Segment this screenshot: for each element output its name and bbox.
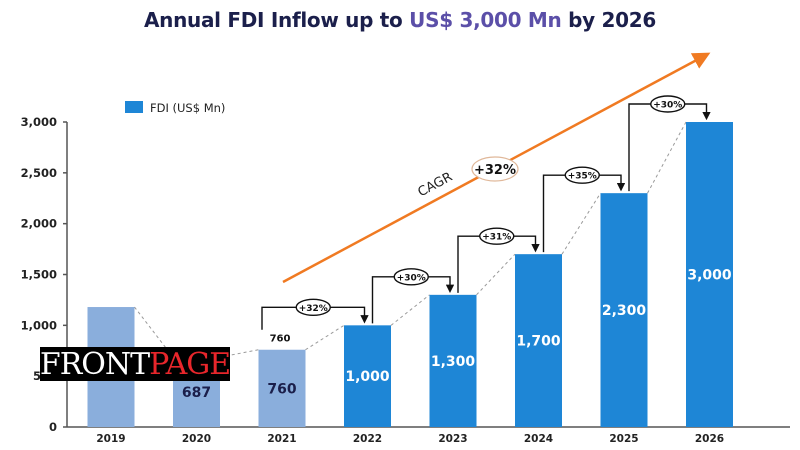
bar-value-label: 1,700 — [516, 334, 561, 350]
bar-value-label: 1,000 — [345, 369, 390, 385]
x-tick-label: 2021 — [267, 433, 296, 445]
title-part-3: by 2026 — [561, 8, 657, 32]
chart-title: Annual FDI Inflow up to US$ 3,000 Mn by … — [0, 8, 800, 32]
bar-value-label: 687 — [182, 385, 211, 401]
growth-badge-label: +32% — [299, 304, 328, 314]
bar-value-label: 760 — [267, 381, 296, 397]
y-tick-label: 1,500 — [21, 268, 57, 282]
y-tick-label: 2,000 — [21, 217, 57, 231]
bar-value-label: 3,000 — [687, 268, 732, 284]
bar-value-label: 1,300 — [431, 354, 476, 370]
bar-2026 — [686, 122, 733, 427]
x-tick-label: 2020 — [182, 433, 211, 445]
bar-2021 — [258, 349, 306, 427]
growth-badge — [479, 227, 515, 245]
cagr-value: +32% — [474, 163, 516, 178]
cagr-badge — [471, 156, 519, 182]
title-highlight: US$ 3,000 Mn — [409, 8, 562, 32]
x-tick-label: 2022 — [353, 433, 382, 445]
trend-dashed-connector — [476, 253, 516, 296]
bar-top-label-2021: 760 — [270, 334, 291, 345]
growth-badge — [650, 95, 686, 113]
y-tick-label: 2,500 — [21, 166, 57, 180]
x-tick-label: 2026 — [695, 433, 724, 445]
bar-2023 — [429, 294, 477, 427]
legend-label: FDI (US$ Mn) — [150, 101, 225, 115]
frontpage-watermark-logo: FRONT PAGE — [39, 346, 231, 382]
growth-badge-label: +30% — [653, 101, 682, 111]
trend-dashed-connector — [390, 294, 430, 326]
growth-badge — [295, 298, 331, 317]
x-tick-label: 2025 — [609, 433, 638, 445]
y-tick-label: 0 — [49, 420, 57, 434]
x-tick-label: 2023 — [438, 433, 467, 445]
cagr-label: CAGR — [416, 170, 456, 201]
x-tick-label: 2019 — [96, 433, 125, 445]
growth-badge-label: +30% — [397, 273, 426, 283]
bar-value-label: 2,300 — [602, 303, 647, 319]
trend-dashed-connector — [134, 306, 174, 358]
growth-badge-label: +31% — [482, 233, 511, 243]
legend-swatch — [125, 101, 143, 113]
trend-dashed-connector — [561, 192, 601, 255]
watermark-page: PAGE — [149, 346, 231, 382]
x-tick-label: 2024 — [524, 433, 553, 445]
growth-badge-label: +35% — [568, 172, 597, 182]
title-part-1: Annual FDI Inflow up to — [143, 8, 410, 32]
growth-badge — [393, 268, 429, 286]
growth-badge — [564, 166, 600, 184]
watermark-front: FRONT — [39, 346, 150, 382]
bar-2022 — [344, 325, 391, 427]
y-tick-label: 3,000 — [21, 115, 57, 129]
trend-dashed-connector — [305, 324, 345, 351]
bar-2024 — [515, 254, 562, 427]
trend-dashed-connector — [647, 121, 687, 194]
bar-2025 — [600, 193, 648, 427]
y-tick-label: 1,000 — [21, 318, 57, 332]
